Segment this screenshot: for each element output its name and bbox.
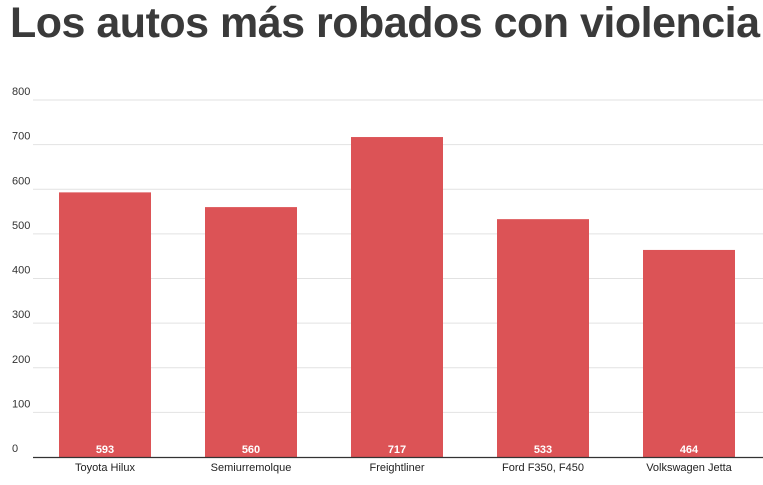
y-tick-label: 400 bbox=[12, 265, 30, 277]
category-label: Semiurremolque bbox=[211, 462, 292, 474]
bar bbox=[205, 207, 297, 457]
y-axis-ticks: 0 100 200 300 400 500 600 700 800 bbox=[12, 86, 30, 455]
data-label: 533 bbox=[534, 444, 552, 456]
y-tick-label: 500 bbox=[12, 220, 30, 232]
y-tick-label: 300 bbox=[12, 309, 30, 321]
data-label: 593 bbox=[96, 444, 114, 456]
category-label: Ford F350, F450 bbox=[502, 462, 584, 474]
y-tick-label: 700 bbox=[12, 131, 30, 143]
category-label: Toyota Hilux bbox=[75, 462, 135, 474]
bar bbox=[59, 192, 151, 457]
data-label: 717 bbox=[388, 444, 406, 456]
y-tick-label: 600 bbox=[12, 175, 30, 187]
category-label: Volkswagen Jetta bbox=[646, 462, 732, 474]
y-tick-label: 800 bbox=[12, 86, 30, 98]
bar bbox=[497, 219, 589, 457]
y-tick-label: 200 bbox=[12, 354, 30, 366]
bar bbox=[351, 137, 443, 457]
chart-title: Los autos más robados con violencia bbox=[10, 0, 760, 47]
bar bbox=[643, 249, 735, 457]
data-label: 464 bbox=[680, 444, 699, 456]
y-tick-label: 100 bbox=[12, 398, 30, 410]
y-tick-label: 0 bbox=[12, 443, 18, 455]
data-label: 560 bbox=[242, 444, 260, 456]
bars bbox=[59, 137, 735, 457]
x-axis-categories: Toyota Hilux Semiurremolque Freightliner Fo… bbox=[75, 462, 733, 474]
category-label: Freightliner bbox=[369, 462, 424, 474]
data-labels: 593 560 717 533 464 bbox=[96, 444, 699, 456]
